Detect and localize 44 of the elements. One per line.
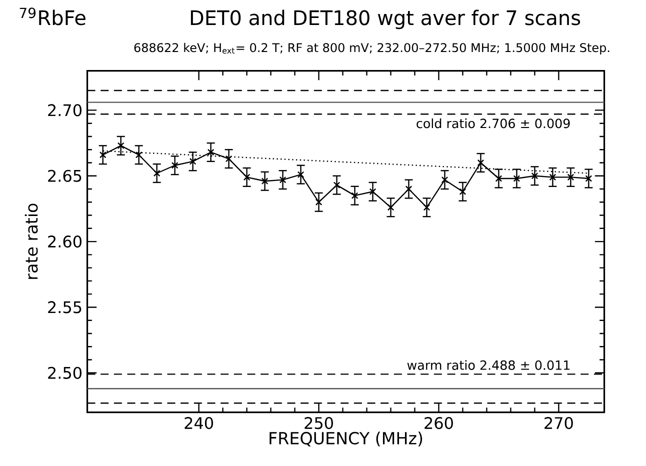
point <box>261 178 268 185</box>
chart-subtitle: 688622 keV; H$_{ext}$= 0.2 T; RF at 800 mV; 232.00–272.50 MHz; 1.5000 MHz Step. <box>134 42 610 54</box>
point <box>531 172 538 180</box>
point <box>243 174 250 181</box>
y-tick-label: 2.50 <box>48 366 82 379</box>
point <box>315 198 322 206</box>
point <box>477 159 484 166</box>
x-tick-label: 260 <box>424 417 453 430</box>
y-tick-label: 2.65 <box>48 170 82 182</box>
point <box>153 170 160 177</box>
chart-title: DET0 and DET180 wgt aver for 7 scans <box>190 10 580 30</box>
point <box>99 151 106 158</box>
point <box>387 204 394 211</box>
point <box>513 175 520 182</box>
text: $^{79}$RbFe <box>20 8 86 26</box>
x-tick-label: 270 <box>544 417 573 430</box>
point <box>441 176 448 184</box>
point <box>207 148 214 156</box>
point <box>225 155 232 162</box>
point <box>189 158 196 165</box>
point <box>495 175 502 182</box>
y-tick-label: 2.70 <box>48 104 82 116</box>
point <box>585 175 592 182</box>
ref-line-label: warm ratio 2.488 ± 0.011 <box>407 360 570 370</box>
point <box>297 171 304 178</box>
point <box>405 186 412 192</box>
ref-line-label: cold ratio 2.706 ± 0.009 <box>416 118 570 128</box>
point <box>117 142 124 150</box>
point <box>459 188 466 196</box>
x-tick-label: 240 <box>184 417 214 430</box>
y-tick-label: 2.55 <box>48 301 82 314</box>
y-axis-title: rate ratio <box>24 204 38 279</box>
point <box>279 176 286 184</box>
x-tick-label: 250 <box>304 417 333 430</box>
point <box>369 188 376 196</box>
point <box>333 182 340 188</box>
point <box>351 192 358 200</box>
point <box>171 162 178 169</box>
x-axis-title: FREQUENCY (MHz) <box>270 432 422 446</box>
point <box>135 151 142 158</box>
point <box>567 174 574 181</box>
point <box>423 204 430 211</box>
point <box>549 174 556 181</box>
y-tick-label: 2.60 <box>48 235 82 248</box>
